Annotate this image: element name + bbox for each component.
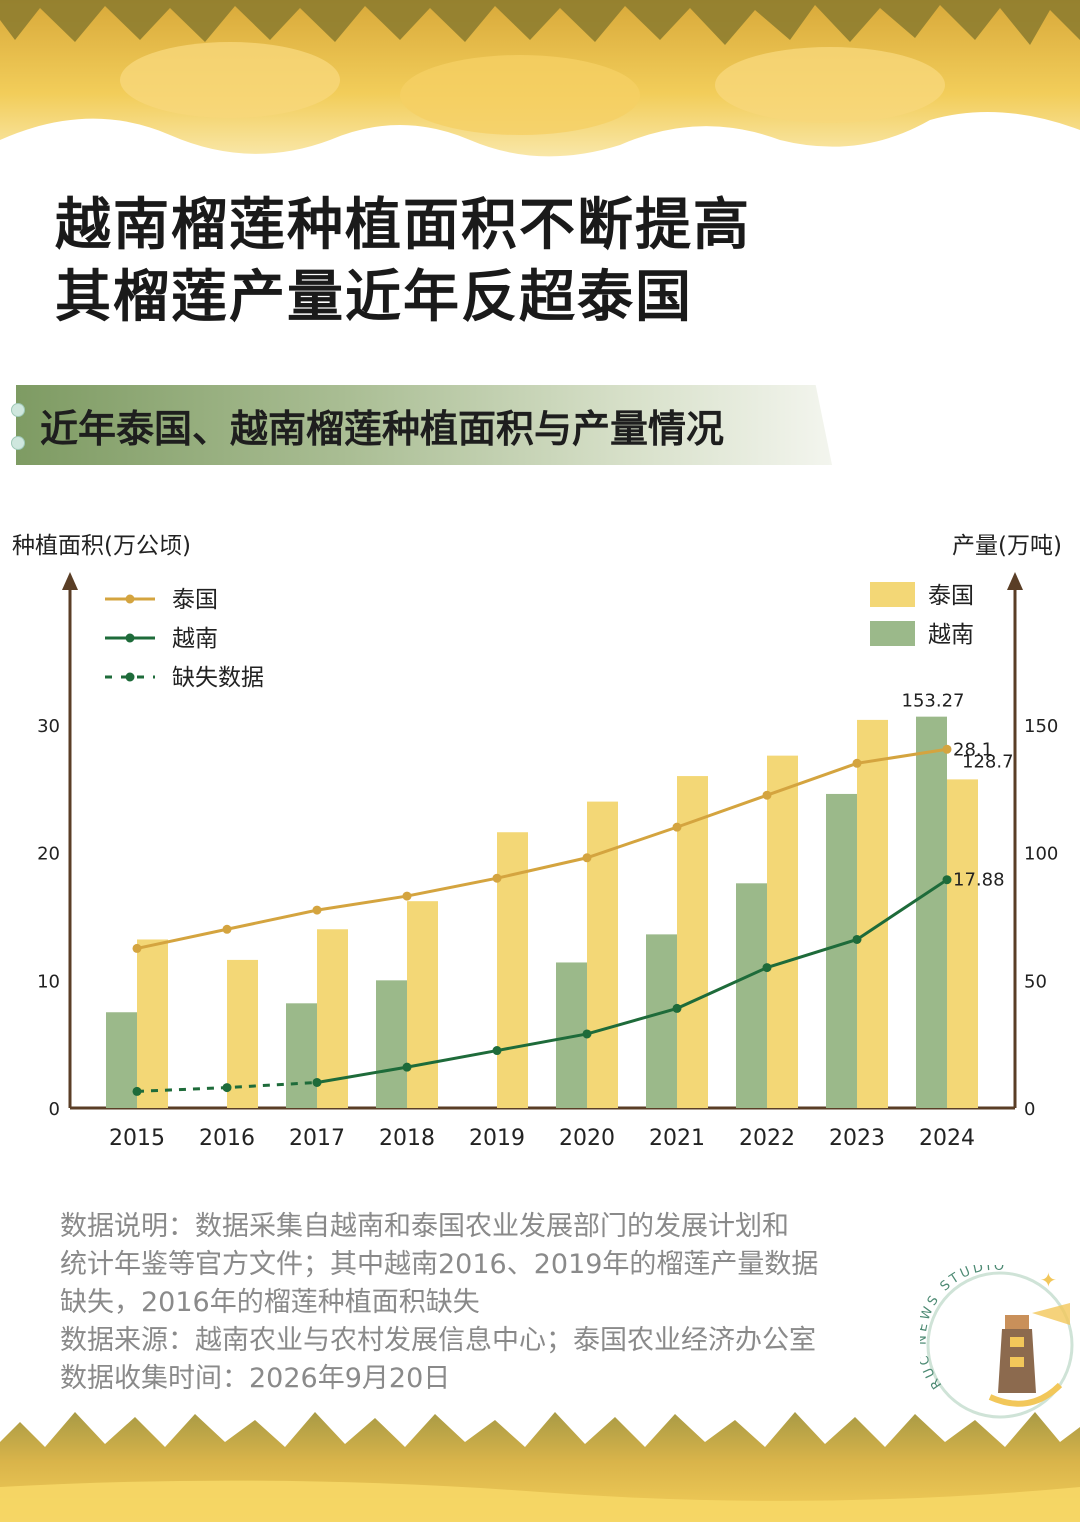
- x-tick-label: 2019: [469, 1126, 525, 1151]
- legend-line-label: 缺失数据: [172, 665, 264, 691]
- x-tick-label: 2017: [289, 1126, 345, 1151]
- x-tick-label: 2015: [109, 1126, 165, 1151]
- band-dot-icon: [11, 403, 25, 417]
- left-tick-label: 0: [49, 1099, 60, 1120]
- point-vietnam: [762, 963, 772, 973]
- line-vietnam: [316, 878, 948, 1084]
- point-vietnam: [402, 1062, 412, 1072]
- data-label: 128.7: [962, 751, 1014, 772]
- right-tick-label: 50: [1024, 971, 1047, 992]
- svg-text:✦: ✦: [1040, 1268, 1057, 1292]
- bar-thailand: [407, 901, 438, 1108]
- point-thailand: [582, 853, 592, 863]
- data-label: 28.1: [953, 739, 993, 760]
- bar-vietnam: [646, 934, 677, 1108]
- bar-thailand: [947, 779, 978, 1108]
- bar-vietnam: [376, 980, 407, 1108]
- left-axis-arrow-icon: [62, 572, 78, 590]
- point-thailand: [852, 758, 862, 768]
- legend-line-label: 越南: [172, 626, 218, 652]
- subtitle-band: [16, 385, 832, 465]
- bar-vietnam: [286, 1003, 317, 1108]
- legend-bar-label: 越南: [928, 622, 974, 648]
- notes-line: 缺失，2016年的榴莲种植面积缺失: [60, 1287, 480, 1318]
- right-axis-label: 产量(万吨): [952, 533, 1062, 559]
- point-vietnam: [132, 1086, 142, 1096]
- notes-line: 数据收集时间：2026年9月20日: [60, 1363, 451, 1394]
- left-tick-label: 20: [37, 844, 60, 865]
- x-tick-label: 2021: [649, 1126, 705, 1151]
- right-axis-arrow-icon: [1007, 572, 1023, 590]
- band-dot-icon: [11, 436, 25, 450]
- left-tick-label: 10: [37, 971, 60, 992]
- point-vietnam: [942, 875, 952, 885]
- left-axis-label: 种植面积(万公顷): [12, 533, 191, 559]
- right-tick-label: 0: [1024, 1099, 1035, 1120]
- x-tick-label: 2020: [559, 1126, 615, 1151]
- point-vietnam: [582, 1029, 592, 1039]
- left-tick-label: 30: [37, 716, 60, 737]
- chart-subtitle: 近年泰国、越南榴莲种植面积与产量情况: [40, 407, 725, 451]
- x-tick-label: 2024: [919, 1126, 975, 1151]
- legend-bar-swatch: [870, 621, 915, 646]
- point-vietnam: [852, 934, 862, 944]
- right-tick-label: 100: [1024, 844, 1058, 865]
- x-tick-label: 2018: [379, 1126, 435, 1151]
- point-thailand: [942, 744, 952, 754]
- bar-thailand: [857, 719, 888, 1108]
- bar-thailand: [677, 776, 708, 1108]
- point-thailand: [492, 873, 502, 883]
- legend-bar-label: 泰国: [928, 583, 974, 609]
- bar-vietnam: [916, 716, 947, 1108]
- title-block: 越南榴莲种植面积不断提高 其榴莲产量近年反超泰国: [55, 190, 751, 334]
- durian-top-decoration: [0, 0, 1080, 157]
- point-thailand: [222, 924, 232, 934]
- durian-chart: 种植面积(万公顷) 产量(万吨) 0 10 20 30 0 50 100 150 2015 2016 2…: [12, 533, 1062, 1151]
- point-thailand: [402, 891, 412, 901]
- right-tick-label: 150: [1024, 716, 1058, 737]
- page-title-line2: 其榴莲产量近年反超泰国: [55, 265, 693, 330]
- notes-line: 数据来源：越南农业与农村发展信息中心；泰国农业经济办公室: [60, 1325, 816, 1356]
- legend-bar-swatch: [870, 582, 915, 607]
- durian-bottom-decoration: [0, 1412, 1080, 1522]
- point-thailand: [672, 822, 682, 832]
- bar-thailand: [137, 939, 168, 1108]
- line-thailand: [136, 747, 948, 950]
- data-notes: 数据说明：数据采集自越南和泰国农业发展部门的发展计划和 统计年鉴等官方文件；其中…: [60, 1208, 920, 1398]
- x-tick-label: 2023: [829, 1126, 885, 1151]
- legend-line-label: 泰国: [172, 587, 218, 613]
- legend-line-dot-icon: [125, 672, 135, 682]
- point-thailand: [312, 905, 322, 915]
- data-label: 153.27: [902, 691, 965, 712]
- data-label: 17.88: [953, 870, 1005, 891]
- bar-vietnam: [736, 883, 767, 1108]
- legend-line-dot-icon: [125, 594, 135, 604]
- bar-thailand: [767, 755, 798, 1108]
- bar-vietnam: [106, 1012, 137, 1108]
- bar-vietnam: [826, 793, 857, 1108]
- page-title-line1: 越南榴莲种植面积不断提高: [55, 193, 751, 258]
- point-vietnam: [312, 1077, 322, 1087]
- point-vietnam: [672, 1003, 682, 1013]
- x-tick-label: 2022: [739, 1126, 795, 1151]
- point-vietnam: [222, 1083, 232, 1093]
- bar-thailand: [227, 959, 258, 1108]
- point-thailand: [132, 943, 142, 953]
- x-tick-label: 2016: [199, 1126, 255, 1151]
- legend-line-dot-icon: [125, 633, 135, 643]
- notes-line: 数据说明：数据采集自越南和泰国农业发展部门的发展计划和: [60, 1211, 789, 1242]
- notes-line: 统计年鉴等官方文件；其中越南2016、2019年的榴莲产量数据: [60, 1249, 819, 1280]
- point-thailand: [762, 790, 772, 800]
- point-vietnam: [492, 1046, 502, 1056]
- ruc-news-studio-logo: RUC NEWS STUDIO ✦: [920, 1265, 1074, 1419]
